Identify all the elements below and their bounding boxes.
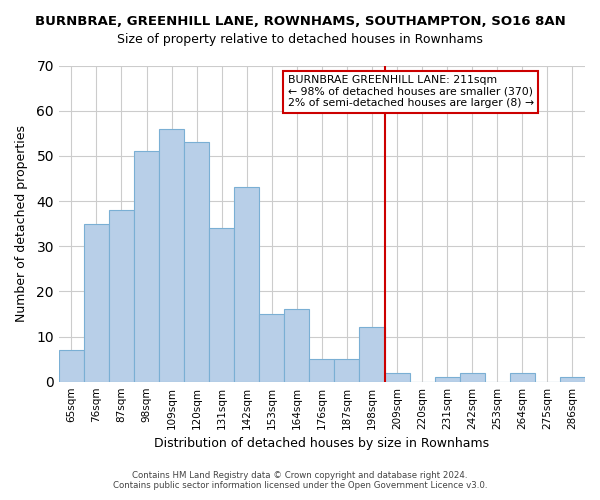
Text: Size of property relative to detached houses in Rownhams: Size of property relative to detached ho…: [117, 32, 483, 46]
Bar: [159, 128, 184, 382]
Text: BURNBRAE, GREENHILL LANE, ROWNHAMS, SOUTHAMPTON, SO16 8AN: BURNBRAE, GREENHILL LANE, ROWNHAMS, SOUT…: [35, 15, 565, 28]
Bar: [359, 328, 385, 382]
Bar: [284, 310, 310, 382]
Bar: [510, 372, 535, 382]
Bar: [460, 372, 485, 382]
Bar: [184, 142, 209, 382]
Bar: [560, 377, 585, 382]
Bar: [134, 152, 159, 382]
Text: BURNBRAE GREENHILL LANE: 211sqm
← 98% of detached houses are smaller (370)
2% of: BURNBRAE GREENHILL LANE: 211sqm ← 98% of…: [288, 75, 534, 108]
X-axis label: Distribution of detached houses by size in Rownhams: Distribution of detached houses by size …: [154, 437, 490, 450]
Bar: [234, 188, 259, 382]
Text: Contains HM Land Registry data © Crown copyright and database right 2024.
Contai: Contains HM Land Registry data © Crown c…: [113, 470, 487, 490]
Bar: [109, 210, 134, 382]
Bar: [59, 350, 84, 382]
Bar: [334, 359, 359, 382]
Bar: [385, 372, 410, 382]
Bar: [434, 377, 460, 382]
Y-axis label: Number of detached properties: Number of detached properties: [15, 125, 28, 322]
Bar: [259, 314, 284, 382]
Bar: [84, 224, 109, 382]
Bar: [209, 228, 234, 382]
Bar: [310, 359, 334, 382]
